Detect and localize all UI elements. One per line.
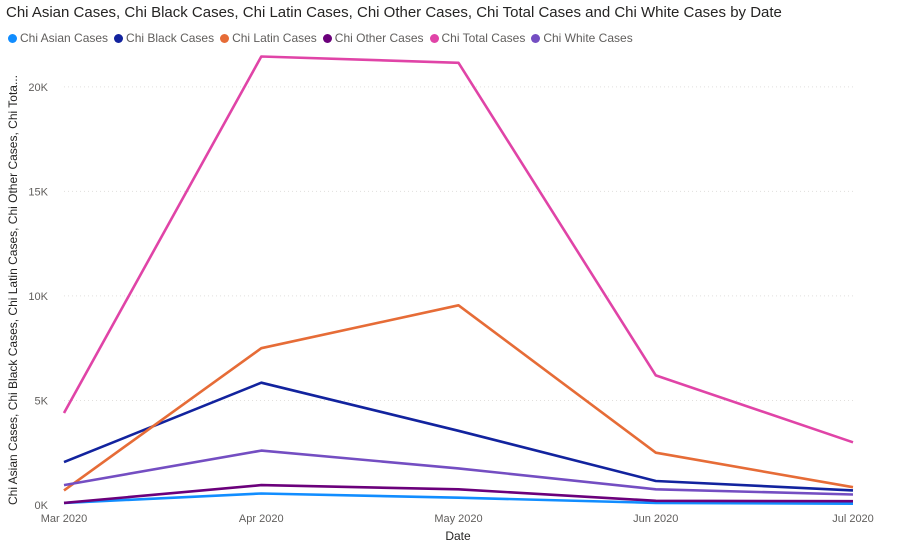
gridlines bbox=[64, 86, 853, 401]
series-line[interactable] bbox=[63, 483, 854, 505]
legend-label: Chi Black Cases bbox=[126, 31, 215, 45]
legend-label: Chi Total Cases bbox=[441, 31, 526, 45]
series-line[interactable] bbox=[62, 55, 854, 444]
legend-item[interactable]: Chi Latin Cases bbox=[220, 31, 317, 45]
series-line[interactable] bbox=[63, 492, 854, 506]
legend-marker-icon bbox=[114, 33, 124, 43]
y-tick-label: 0K bbox=[35, 500, 49, 512]
y-axis-ticks: 0K 5K 10K 15K 20K bbox=[28, 82, 48, 512]
chart-title: Chi Asian Cases, Chi Black Cases, Chi La… bbox=[6, 4, 782, 21]
legend-item[interactable]: Chi Total Cases bbox=[429, 31, 526, 45]
x-tick-label: Mar 2020 bbox=[41, 513, 87, 525]
x-tick-label: Jun 2020 bbox=[633, 513, 678, 525]
legend-item[interactable]: Chi Asian Cases bbox=[8, 31, 108, 45]
chart-legend: Chi Asian Cases Chi Black Cases Chi Latin … bbox=[8, 31, 639, 45]
y-tick-label: 20K bbox=[28, 82, 48, 94]
x-tick-label: May 2020 bbox=[434, 513, 482, 525]
y-tick-label: 15K bbox=[28, 186, 48, 198]
legend-label: Chi Latin Cases bbox=[232, 31, 317, 45]
legend-label: Chi Asian Cases bbox=[20, 31, 109, 45]
x-axis-ticks: Mar 2020 Apr 2020 May 2020 Jun 2020 Jul 2020 bbox=[41, 513, 874, 525]
x-tick-label: Apr 2020 bbox=[239, 513, 284, 525]
y-tick-label: 5K bbox=[35, 395, 49, 407]
legend-marker-icon bbox=[531, 33, 541, 43]
x-tick-label: Jul 2020 bbox=[832, 513, 874, 525]
legend-marker-icon bbox=[429, 33, 439, 43]
series-line[interactable] bbox=[63, 303, 854, 492]
legend-marker-icon bbox=[8, 33, 17, 43]
legend-marker-icon bbox=[220, 33, 230, 43]
legend-label: Chi Other Cases bbox=[334, 31, 424, 45]
legend-label: Chi White Cases bbox=[543, 31, 633, 45]
y-tick-label: 10K bbox=[28, 291, 48, 303]
x-axis-label: Date bbox=[445, 529, 471, 543]
legend-marker-icon bbox=[322, 33, 332, 43]
legend-item[interactable]: Chi Black Cases bbox=[114, 31, 214, 45]
legend-item[interactable]: Chi Other Cases bbox=[322, 31, 424, 45]
series-lines bbox=[62, 55, 854, 506]
legend-item[interactable]: Chi White Cases bbox=[531, 31, 633, 45]
series-line[interactable] bbox=[63, 449, 854, 496]
series-line[interactable] bbox=[63, 381, 854, 492]
